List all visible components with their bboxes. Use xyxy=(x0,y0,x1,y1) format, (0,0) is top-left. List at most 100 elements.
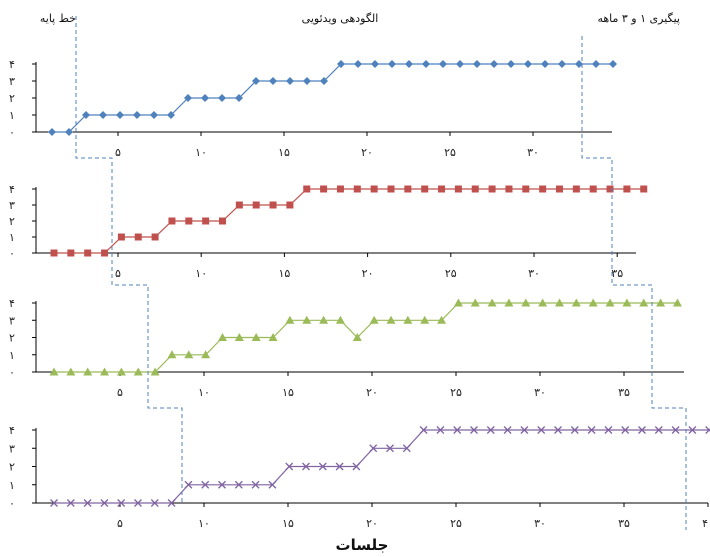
data-point-stroke xyxy=(352,462,361,471)
data-point-stroke xyxy=(621,426,630,434)
data-point xyxy=(570,426,579,434)
data-point xyxy=(50,249,58,257)
x-tick-label: ۵ xyxy=(117,386,123,399)
data-point xyxy=(453,298,463,307)
y-tick-label: ۰ xyxy=(9,247,15,260)
data-point-stroke xyxy=(470,426,478,434)
data-point xyxy=(337,60,345,68)
data-point-stroke xyxy=(201,480,210,489)
data-point xyxy=(116,367,126,376)
y-tick-label: ۴ xyxy=(9,183,15,196)
data-point xyxy=(150,367,160,376)
x-tick-label: ۳۵ xyxy=(611,267,623,280)
series-line xyxy=(54,429,710,504)
data-point xyxy=(150,499,159,507)
data-point xyxy=(490,60,498,68)
data-point xyxy=(117,499,126,507)
data-point-stroke xyxy=(436,426,445,434)
data-point-stroke xyxy=(402,444,411,453)
data-point xyxy=(524,60,532,68)
data-point xyxy=(554,426,562,434)
data-point-stroke xyxy=(554,426,562,434)
x-tick-label: ۱۵ xyxy=(278,146,290,159)
data-point xyxy=(117,233,125,241)
data-point xyxy=(84,249,92,257)
data-point xyxy=(638,426,646,434)
panel-3: ۰ ۱ ۲ ۳ ۴ ۵ ۱۰ ۱۵ ۲۰ ۲۵ ۳۰ ۳۵ xyxy=(9,297,684,399)
data-point xyxy=(453,426,462,434)
data-point xyxy=(454,185,462,193)
data-point xyxy=(387,185,395,193)
data-point xyxy=(302,462,310,471)
data-point xyxy=(537,426,546,434)
data-point xyxy=(386,315,396,324)
data-point xyxy=(558,60,566,68)
data-point xyxy=(671,426,680,434)
data-point xyxy=(67,249,75,257)
y-tick-label: ۴ xyxy=(9,58,15,71)
series-line xyxy=(54,188,644,254)
x-tick-label: ۳۰ xyxy=(528,267,540,280)
data-point xyxy=(587,426,596,434)
data-point xyxy=(604,426,613,434)
data-point xyxy=(50,499,58,507)
data-point xyxy=(370,185,378,193)
data-point-stroke xyxy=(671,426,680,434)
data-point xyxy=(571,298,581,307)
y-tick-label: ۱ xyxy=(9,479,15,492)
data-point xyxy=(371,60,379,68)
data-point-stroke xyxy=(50,499,58,507)
data-point xyxy=(100,367,110,376)
data-point xyxy=(234,480,243,489)
data-point xyxy=(286,201,294,209)
data-point xyxy=(522,185,530,193)
phase-change-line-baseline xyxy=(75,16,183,503)
x-tick-label: ۲۵ xyxy=(444,146,456,159)
data-point-stroke xyxy=(318,462,327,471)
x-tick-label: ۵ xyxy=(115,146,121,159)
data-point xyxy=(66,499,75,507)
data-point xyxy=(184,350,194,359)
y-tick-label: ۳ xyxy=(9,442,15,455)
data-point xyxy=(656,298,666,307)
data-point xyxy=(555,298,564,307)
data-point xyxy=(538,298,548,307)
data-point xyxy=(303,185,311,193)
phase-label-video-modeling: الگودهی ویدئویی xyxy=(302,12,379,25)
data-point-stroke xyxy=(268,480,277,489)
data-point xyxy=(419,426,428,434)
y-tick-label: ۱ xyxy=(9,349,15,362)
data-point xyxy=(335,315,345,324)
data-point xyxy=(201,480,210,489)
data-point xyxy=(234,333,244,341)
data-point xyxy=(589,185,597,193)
data-point-stroke xyxy=(654,426,663,434)
data-point xyxy=(507,60,515,68)
data-point-stroke xyxy=(537,426,546,434)
data-point-stroke xyxy=(167,499,176,507)
data-point xyxy=(521,298,531,307)
data-point xyxy=(269,201,277,209)
series-line xyxy=(54,302,678,373)
y-tick-label: ۲ xyxy=(9,461,15,474)
data-point xyxy=(539,185,547,193)
x-tick-label: ۵ xyxy=(117,517,123,530)
data-point-stroke xyxy=(604,426,613,434)
data-point xyxy=(235,201,243,209)
data-point xyxy=(609,60,617,68)
y-tick-label: ۰ xyxy=(9,497,15,510)
data-point xyxy=(606,185,614,193)
data-point xyxy=(218,480,226,489)
y-tick-label: ۲ xyxy=(9,92,15,105)
data-point xyxy=(352,462,361,471)
y-tick-label: ۲ xyxy=(9,332,15,345)
data-point-stroke xyxy=(134,499,142,507)
data-point xyxy=(572,185,580,193)
phase-change-line-followup xyxy=(581,36,687,530)
data-point xyxy=(623,185,631,193)
y-tick-label: ۱ xyxy=(9,231,15,244)
data-point-stroke xyxy=(520,426,529,434)
data-point xyxy=(303,77,311,85)
data-point xyxy=(167,499,176,507)
